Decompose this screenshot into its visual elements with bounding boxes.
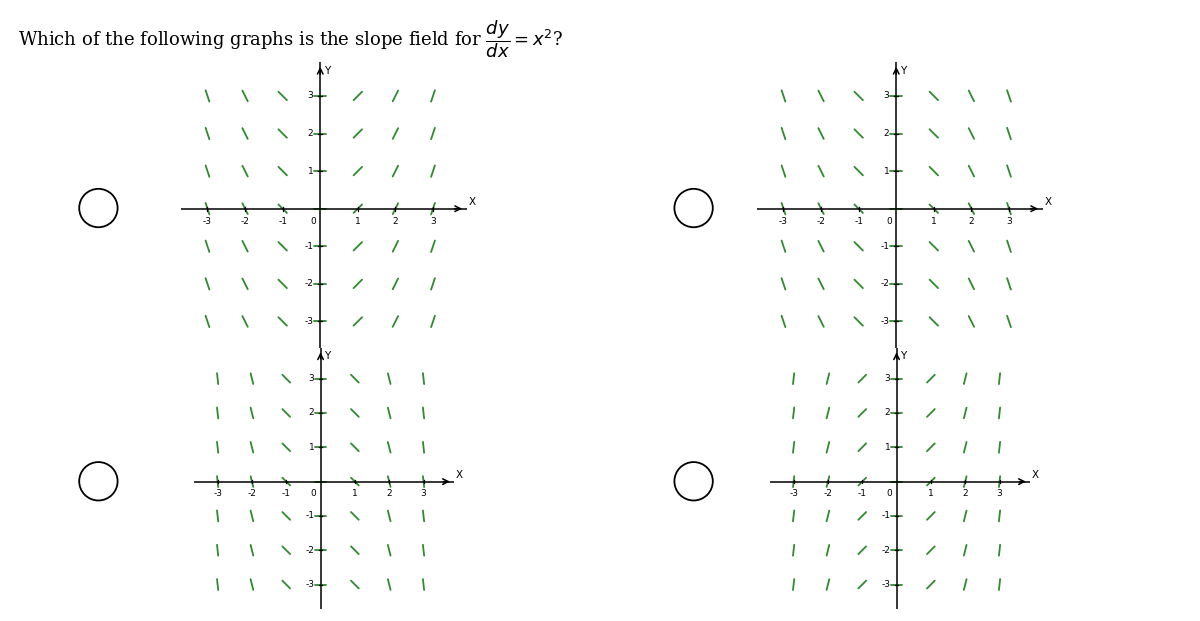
Text: 2: 2 [392,217,398,226]
Text: 2: 2 [884,409,890,417]
Text: X: X [1045,197,1052,207]
Text: 3: 3 [421,489,426,498]
Text: -2: -2 [881,279,889,288]
Text: 3: 3 [997,489,1002,498]
Text: 1: 1 [308,443,314,452]
Text: -3: -3 [779,217,788,226]
Text: -1: -1 [282,489,290,498]
Text: -3: -3 [305,580,314,589]
Text: 0: 0 [310,217,316,226]
Text: 1: 1 [883,166,889,176]
Text: Which of the following graphs is the slope field for $\dfrac{dy}{dx} = x^2$?: Which of the following graphs is the slo… [18,19,563,60]
Text: 3: 3 [884,374,890,383]
Text: Y: Y [900,351,906,361]
Text: 3: 3 [883,91,889,101]
Text: 2: 2 [962,489,968,498]
Text: Y: Y [900,66,906,76]
Text: -1: -1 [881,242,889,251]
Text: -2: -2 [823,489,833,498]
Text: 1: 1 [352,489,358,498]
Text: 0: 0 [311,489,317,498]
Text: -3: -3 [305,317,313,326]
Text: 1: 1 [928,489,934,498]
Text: 0: 0 [887,489,893,498]
Text: Y: Y [324,351,330,361]
Text: X: X [469,197,476,207]
Text: -2: -2 [306,546,314,555]
Text: -2: -2 [305,279,313,288]
Text: X: X [1032,470,1039,480]
Text: 0: 0 [886,217,892,226]
Text: 1: 1 [931,217,937,226]
Text: 1: 1 [307,166,313,176]
Text: -3: -3 [790,489,798,498]
Text: 3: 3 [1006,217,1012,226]
Text: 3: 3 [308,374,314,383]
Text: -3: -3 [214,489,222,498]
Text: -1: -1 [858,489,866,498]
Text: 2: 2 [308,129,313,138]
Text: -1: -1 [881,512,890,520]
Text: -1: -1 [854,217,863,226]
Text: 2: 2 [386,489,392,498]
Text: -3: -3 [203,217,212,226]
Text: 1: 1 [884,443,890,452]
Text: X: X [456,470,463,480]
Text: 2: 2 [308,409,314,417]
Text: -2: -2 [247,489,257,498]
Text: Y: Y [324,66,330,76]
Text: -2: -2 [241,217,250,226]
Text: -3: -3 [881,580,890,589]
Text: -2: -2 [817,217,826,226]
Text: -1: -1 [278,217,287,226]
Text: 1: 1 [355,217,361,226]
Text: 2: 2 [884,129,889,138]
Text: -1: -1 [305,512,314,520]
Text: 3: 3 [307,91,313,101]
Text: -2: -2 [882,546,890,555]
Text: 3: 3 [430,217,436,226]
Text: 2: 2 [968,217,974,226]
Text: -3: -3 [881,317,889,326]
Text: -1: -1 [305,242,313,251]
